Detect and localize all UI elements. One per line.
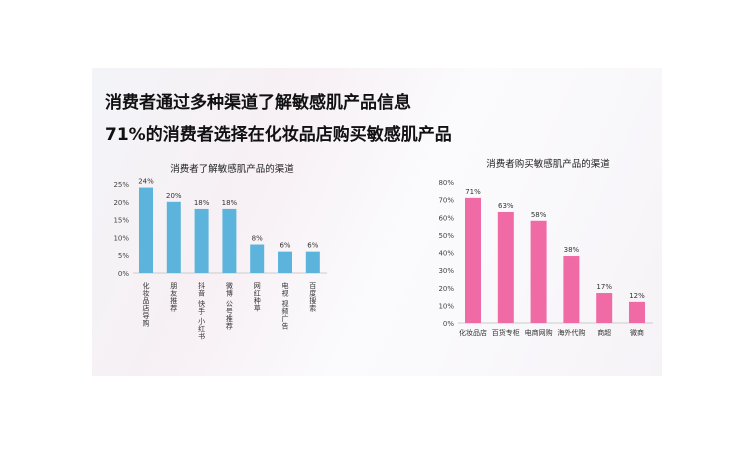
headline-line1: 消费者通过多种渠道了解敏感肌产品信息 (105, 93, 411, 113)
x-tick-label: 化妆品店 (459, 328, 487, 337)
y-tick-label: 20% (113, 199, 129, 207)
y-tick-label: 10% (113, 234, 129, 242)
x-tick-label: 抖音 快手 小红书 (198, 281, 206, 340)
y-tick-label: 50% (438, 232, 454, 240)
y-tick-label: 0% (443, 320, 454, 328)
x-tick-label: 百度搜索 (309, 282, 317, 312)
bar (530, 220, 547, 323)
data-label: 20% (166, 192, 182, 200)
y-tick-label: 20% (438, 285, 454, 293)
x-tick-label: 网红种草 (253, 282, 261, 313)
bar (250, 244, 265, 273)
x-tick-label: 电商网购 (525, 328, 553, 337)
headline-line2: 71%的消费者选择在化妆品店购买敏感肌产品 (105, 125, 452, 145)
chart-title: 消费者购买敏感肌产品的渠道 (486, 158, 610, 170)
y-tick-label: 15% (113, 217, 129, 225)
data-label: 18% (194, 199, 210, 207)
bar (278, 251, 292, 273)
data-label: 6% (307, 242, 318, 250)
slide-background (92, 68, 662, 376)
y-tick-label: 60% (438, 214, 454, 222)
x-tick-label: 商超 (597, 328, 611, 337)
x-tick-label: 微商 (630, 328, 644, 337)
data-label: 38% (564, 246, 580, 254)
bar (629, 301, 645, 323)
data-label: 17% (596, 283, 612, 291)
bar (596, 293, 613, 323)
y-tick-label: 0% (118, 270, 129, 278)
data-label: 71% (465, 188, 481, 196)
bar (166, 201, 181, 273)
data-label: 12% (629, 292, 645, 300)
y-tick-label: 25% (113, 181, 129, 189)
bar (194, 208, 209, 273)
data-label: 8% (252, 235, 263, 243)
x-tick-label: 朋友推荐 (170, 282, 178, 313)
x-tick-label: 百货专柜 (492, 328, 520, 337)
y-tick-label: 5% (118, 252, 129, 260)
data-label: 58% (531, 211, 547, 219)
data-label: 6% (279, 242, 290, 250)
data-label: 18% (222, 199, 238, 207)
data-label: 24% (138, 178, 154, 186)
x-tick-label: 电视 视频广告 (281, 281, 289, 330)
bar (497, 211, 514, 323)
y-tick-label: 70% (438, 197, 454, 205)
bar (222, 208, 237, 273)
chart-title: 消费者了解敏感肌产品的渠道 (170, 163, 294, 175)
bar (305, 251, 320, 273)
data-label: 63% (498, 202, 514, 210)
bar (139, 187, 153, 273)
y-tick-label: 80% (438, 179, 454, 187)
bar (465, 197, 481, 323)
x-tick-label: 化妆品店导购 (142, 281, 150, 328)
bar (563, 256, 580, 323)
y-tick-label: 40% (438, 250, 454, 258)
x-tick-label: 微博 公号推荐 (225, 281, 233, 330)
y-tick-label: 10% (438, 302, 454, 310)
y-tick-label: 30% (438, 267, 454, 275)
x-tick-label: 海外代购 (557, 328, 585, 337)
